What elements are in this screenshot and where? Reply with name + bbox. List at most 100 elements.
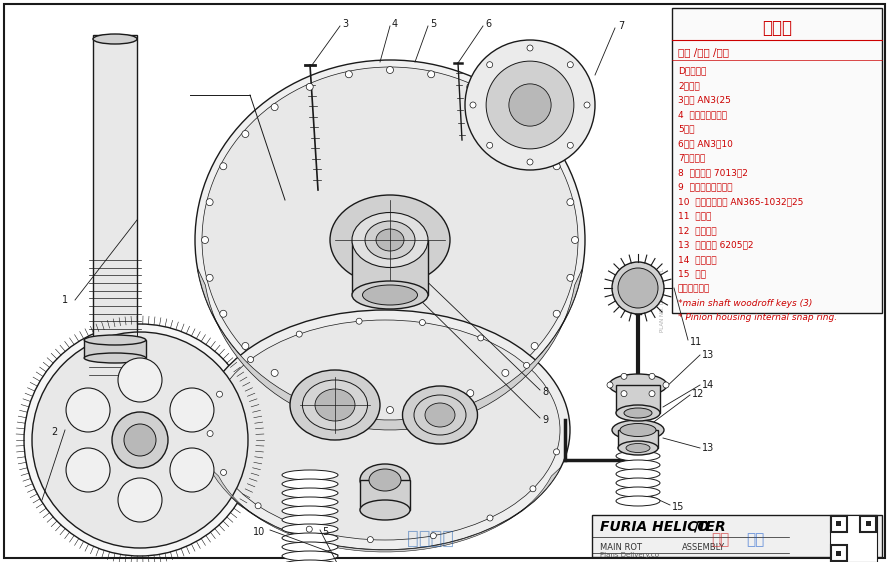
Text: 6螺钉 AN3（10: 6螺钉 AN3（10	[678, 139, 733, 148]
FancyBboxPatch shape	[95, 358, 135, 390]
Circle shape	[477, 335, 484, 341]
FancyBboxPatch shape	[830, 521, 835, 525]
FancyBboxPatch shape	[857, 558, 861, 561]
Ellipse shape	[282, 533, 338, 543]
Text: MAIN ROT: MAIN ROT	[600, 542, 642, 551]
Circle shape	[553, 163, 560, 170]
Ellipse shape	[363, 285, 418, 305]
Ellipse shape	[282, 560, 338, 562]
Ellipse shape	[624, 408, 652, 418]
Circle shape	[66, 388, 110, 432]
Circle shape	[607, 382, 613, 388]
Ellipse shape	[282, 506, 338, 516]
Circle shape	[502, 103, 509, 111]
Circle shape	[502, 369, 509, 377]
Ellipse shape	[465, 40, 595, 170]
Ellipse shape	[202, 67, 578, 413]
FancyBboxPatch shape	[837, 521, 842, 527]
Ellipse shape	[330, 195, 450, 285]
Circle shape	[531, 342, 538, 350]
Text: 14  齿轮机座: 14 齿轮机座	[678, 255, 717, 264]
FancyBboxPatch shape	[618, 430, 658, 448]
Ellipse shape	[352, 212, 428, 268]
Text: * Pinion housing internal snap ring.: * Pinion housing internal snap ring.	[678, 313, 837, 322]
Circle shape	[467, 83, 474, 90]
Ellipse shape	[282, 542, 338, 552]
Circle shape	[420, 320, 425, 325]
FancyBboxPatch shape	[830, 531, 835, 536]
FancyBboxPatch shape	[872, 521, 877, 525]
Circle shape	[217, 391, 222, 397]
Circle shape	[663, 382, 669, 388]
FancyBboxPatch shape	[846, 558, 851, 561]
FancyBboxPatch shape	[852, 552, 855, 556]
FancyBboxPatch shape	[672, 8, 882, 313]
Circle shape	[572, 237, 579, 243]
Text: 10: 10	[252, 527, 265, 537]
Circle shape	[470, 102, 476, 108]
FancyBboxPatch shape	[846, 521, 851, 525]
Text: PLAN NO. 02E-OGA-PPL: PLAN NO. 02E-OGA-PPL	[661, 268, 666, 332]
Circle shape	[307, 526, 312, 532]
Circle shape	[118, 358, 162, 402]
Circle shape	[220, 310, 227, 318]
Ellipse shape	[425, 403, 455, 427]
Ellipse shape	[210, 320, 560, 540]
Text: /: /	[694, 520, 699, 534]
Text: TER: TER	[696, 520, 725, 534]
Circle shape	[124, 424, 156, 456]
Ellipse shape	[616, 451, 660, 461]
Text: 5: 5	[430, 19, 436, 29]
FancyBboxPatch shape	[861, 521, 866, 525]
FancyBboxPatch shape	[861, 558, 866, 561]
Ellipse shape	[626, 443, 650, 452]
Circle shape	[428, 402, 435, 409]
Ellipse shape	[282, 524, 338, 534]
FancyBboxPatch shape	[867, 526, 871, 530]
Text: FURIA HELICO: FURIA HELICO	[600, 520, 709, 534]
Ellipse shape	[620, 424, 656, 437]
Text: 6: 6	[485, 19, 491, 29]
Circle shape	[428, 71, 435, 78]
FancyBboxPatch shape	[857, 531, 861, 536]
Circle shape	[621, 373, 627, 379]
Circle shape	[207, 430, 213, 437]
Text: 8  滚珠轴承 7013（2: 8 滚珠轴承 7013（2	[678, 168, 748, 177]
Text: 2主齿轮: 2主齿轮	[678, 81, 700, 90]
FancyBboxPatch shape	[830, 526, 835, 530]
Text: 模友: 模友	[711, 533, 729, 547]
Text: 末展示部分：: 末展示部分：	[678, 284, 710, 293]
FancyBboxPatch shape	[836, 515, 840, 520]
Circle shape	[271, 103, 278, 111]
FancyBboxPatch shape	[837, 551, 842, 556]
FancyBboxPatch shape	[857, 552, 861, 556]
FancyBboxPatch shape	[836, 526, 840, 530]
Ellipse shape	[616, 496, 660, 506]
FancyBboxPatch shape	[872, 526, 877, 530]
Circle shape	[531, 130, 538, 138]
Ellipse shape	[195, 60, 585, 420]
Ellipse shape	[403, 386, 477, 444]
FancyBboxPatch shape	[857, 547, 861, 551]
Ellipse shape	[282, 515, 338, 525]
Circle shape	[486, 142, 493, 148]
Text: 13: 13	[702, 350, 714, 360]
Circle shape	[621, 391, 627, 397]
Ellipse shape	[302, 380, 367, 430]
Polygon shape	[197, 268, 582, 430]
Ellipse shape	[282, 479, 338, 489]
Ellipse shape	[618, 441, 658, 455]
Text: 7: 7	[618, 21, 624, 31]
FancyBboxPatch shape	[866, 521, 871, 527]
Circle shape	[66, 448, 110, 492]
Text: D主旋翼轴: D主旋翼轴	[678, 66, 707, 75]
Text: 7变速箱盖: 7变速箱盖	[678, 153, 705, 162]
Ellipse shape	[84, 353, 146, 363]
Text: 12  小齿轮轴: 12 小齿轮轴	[678, 226, 717, 235]
FancyBboxPatch shape	[841, 552, 845, 556]
FancyBboxPatch shape	[852, 526, 855, 530]
Circle shape	[112, 412, 168, 468]
Circle shape	[387, 66, 394, 74]
Text: 4  变速箱体上部分: 4 变速箱体上部分	[678, 110, 727, 119]
Circle shape	[202, 237, 209, 243]
